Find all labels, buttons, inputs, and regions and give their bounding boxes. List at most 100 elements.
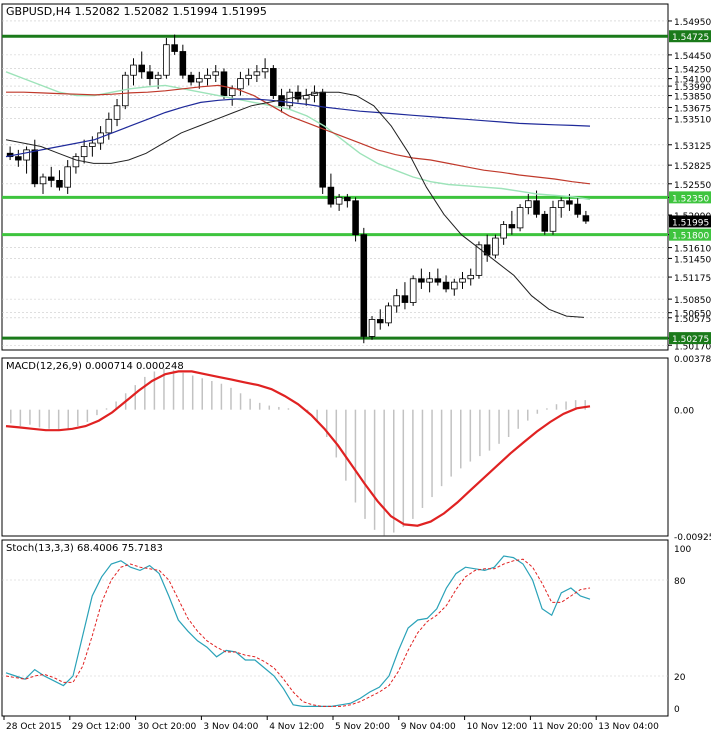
bull-candle [64, 166, 71, 188]
macd-panel [5, 368, 591, 536]
bull-candle [451, 281, 458, 290]
ma-line-blue [5, 98, 591, 158]
price-label-text: 1.54725 [672, 33, 709, 43]
bear-candle [401, 295, 409, 303]
time-tick-label: 30 Oct 20:00 [138, 722, 197, 732]
price-tick-label: 1.51610 [674, 245, 711, 255]
price-label-box [669, 228, 711, 241]
price-frame [1, 3, 669, 351]
bear-candle [138, 64, 145, 73]
time-tick-label: 10 Nov 12:00 [467, 722, 528, 732]
bear-candle [15, 156, 22, 161]
stoch-tick-label: 20 [674, 673, 686, 683]
stoch-signal-line [5, 558, 591, 707]
bull-candle [253, 71, 261, 76]
bear-candle [179, 51, 187, 76]
stoch-tick-label: 80 [674, 577, 686, 587]
ma-line-red [6, 84, 591, 185]
bull-candle [204, 74, 211, 80]
stoch-label: Stoch(13,3,3) 68.4006 75.7183 [6, 543, 163, 554]
price-tick-label: 1.54100 [674, 76, 711, 86]
stoch-panel [5, 555, 591, 707]
bear-candle [376, 319, 384, 324]
bull-candle [549, 207, 557, 232]
macd-frame [1, 357, 669, 537]
bear-candle [171, 44, 178, 52]
macd-tick-label: -0.009252 [674, 533, 711, 543]
macd-signal-line [5, 370, 591, 527]
price-tick-label: 1.53990 [674, 83, 711, 93]
bear-candle [574, 203, 581, 215]
price-tick-label: 1.50170 [674, 342, 711, 352]
price-tick-label: 1.53850 [674, 93, 711, 103]
bull-candle [89, 142, 96, 147]
bear-candle [360, 234, 368, 337]
bear-candle [541, 213, 549, 232]
price-tick-label: 1.53510 [674, 116, 711, 126]
price-tick-label: 1.52550 [674, 181, 711, 191]
bull-candle [393, 295, 400, 307]
price-label-text: 1.51800 [672, 232, 709, 242]
bear-candle [434, 278, 442, 283]
bear-candle [146, 71, 154, 80]
bull-candle [525, 200, 532, 208]
bear-candle [327, 186, 335, 205]
price-tick-label: 1.51175 [674, 274, 711, 284]
price-label-box [669, 30, 711, 43]
bull-candle [72, 156, 80, 168]
price-tick-label: 1.53675 [674, 104, 711, 114]
bull-candle [196, 78, 203, 83]
bear-candle [220, 71, 228, 96]
bull-candle [39, 176, 47, 185]
time-tick-label: 13 Nov 04:00 [598, 722, 659, 732]
bull-candle [516, 207, 524, 229]
bear-candle [582, 215, 590, 222]
time-tick-label: 28 Oct 2015 [6, 722, 62, 732]
price-tick-label: 1.51450 [674, 255, 711, 265]
time-tick-label: 3 Nov 04:00 [203, 722, 258, 732]
bear-candle [533, 200, 540, 215]
bear-candle [344, 196, 351, 202]
bear-candle [294, 91, 302, 100]
bull-candle [228, 88, 236, 96]
time-tick-label: 9 Nov 04:00 [401, 722, 456, 732]
bull-candle [409, 278, 417, 303]
bull-candle [475, 244, 483, 276]
ma-line-green [5, 71, 591, 201]
bull-candle [385, 305, 392, 324]
price-label-text: 1.50275 [672, 335, 709, 345]
time-tick-label: 5 Nov 20:00 [335, 722, 390, 732]
bull-candle [105, 118, 113, 134]
time-tick-label: 11 Nov 20:00 [532, 722, 593, 732]
bull-candle [335, 196, 343, 205]
price-label-text: 1.52350 [672, 194, 709, 204]
stoch-frame [1, 539, 669, 717]
time-axis: 28 Oct 2015 29 Oct 12:00 30 Oct 20:00 3 Nov… [3, 716, 659, 732]
bull-candle [163, 44, 170, 76]
price-tick-label: 1.54950 [674, 18, 711, 28]
bear-candle [566, 200, 573, 205]
bear-candle [352, 200, 359, 236]
bear-candle [187, 74, 195, 83]
price-tick-label: 1.54450 [674, 52, 711, 62]
bear-candle [418, 278, 425, 283]
stoch-tick-label: 100 [674, 545, 691, 555]
price-tick-label: 1.50575 [674, 315, 711, 325]
price-tick-label: 1.54250 [674, 65, 711, 75]
price-axis: 1.54950 1.54450 1.542501.541001.539901.538… [668, 18, 711, 715]
bull-candle [212, 71, 220, 76]
bull-candle [492, 237, 499, 256]
time-tick-label: 29 Oct 12:00 [72, 722, 131, 732]
time-tick-label: 4 Nov 12:00 [269, 722, 324, 732]
bull-candle [237, 78, 244, 90]
price-tick-label: 1.53125 [674, 142, 711, 152]
bear-candle [508, 224, 516, 229]
bull-candle [245, 74, 252, 80]
bull-candle [302, 95, 310, 100]
bull-candle [80, 146, 88, 158]
price-tick-label: 1.50650 [674, 310, 711, 320]
bear-candle [442, 281, 450, 290]
bull-candle [113, 105, 121, 120]
